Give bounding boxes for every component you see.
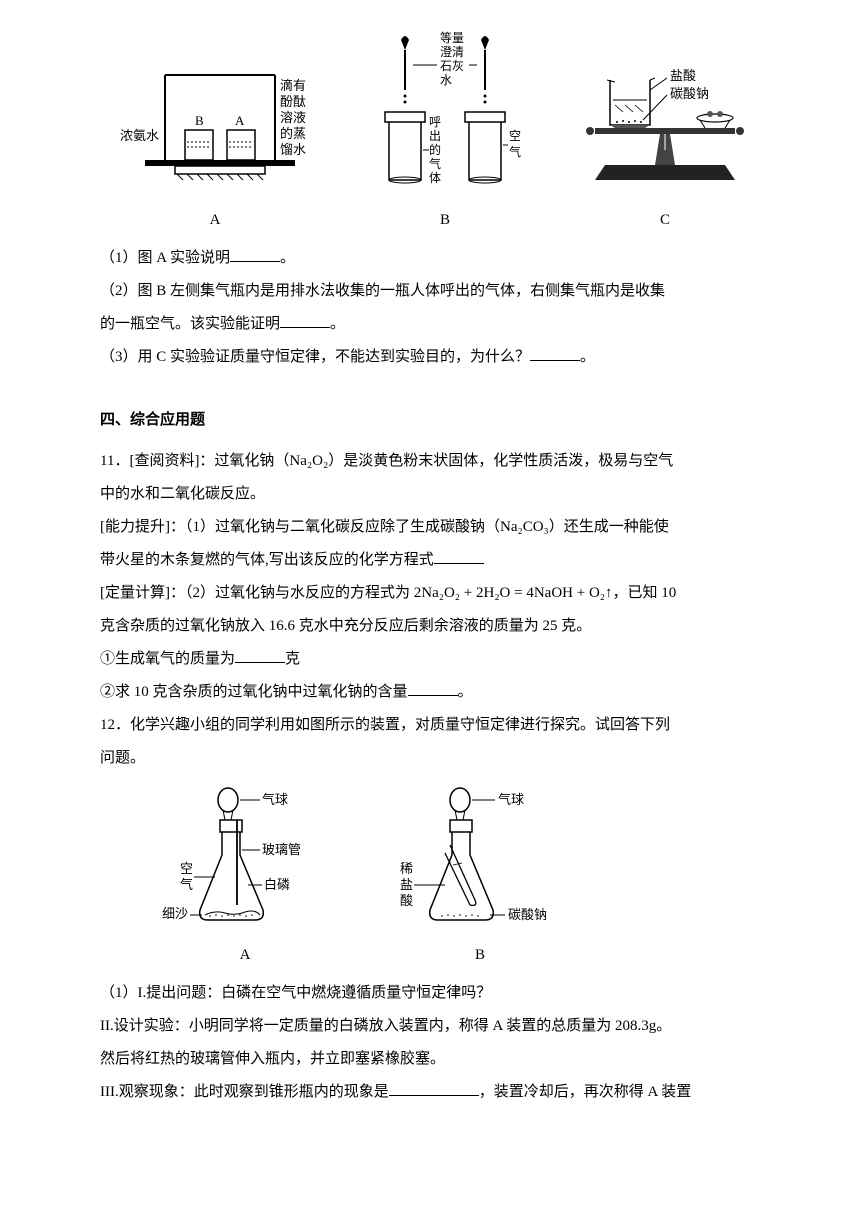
svg-text:碳酸钠: 碳酸钠 xyxy=(670,86,709,101)
figure-2a: 气球 玻璃管 白磷 空 气 细沙 A xyxy=(160,785,330,972)
q12-line2: 问题。 xyxy=(100,742,770,775)
svg-text:气: 气 xyxy=(429,156,441,171)
q3-blank xyxy=(530,346,580,361)
figure-2a-svg: 气球 玻璃管 白磷 空 气 细沙 xyxy=(160,785,330,935)
figure-row-1: 浓氨水 B A 滴有 酚酞 溶液 的蒸 馏水 A 等量 澄清 石灰 水 xyxy=(100,30,770,237)
figure-c-caption: C xyxy=(575,204,755,237)
q11-line7: ①生成氧气的质量为克 xyxy=(100,643,770,676)
svg-text:气: 气 xyxy=(180,877,193,892)
q12-line1: 12．化学兴趣小组的同学利用如图所示的装置，对质量守恒定律进行探究。试回答下列 xyxy=(100,709,770,742)
q11-line3: [能力提升]：（1）过氧化钠与二氧化碳反应除了生成碳酸钠（Na₂CO₃）还生成一… xyxy=(100,511,770,544)
q12-line6: III.观察现象：此时观察到锥形瓶内的现象是，装置冷却后，再次称得 A 装置 xyxy=(100,1076,770,1109)
question-3: （3）用 C 实验验证质量守恒定律，不能达到实验目的，为什么？。 xyxy=(100,341,770,374)
svg-text:的蒸: 的蒸 xyxy=(280,126,306,141)
label-ammonia: 浓氨水 xyxy=(120,128,159,143)
svg-text:稀: 稀 xyxy=(400,861,413,876)
figure-2a-caption: A xyxy=(160,939,330,972)
q11-line2: 中的水和二氧化碳反应。 xyxy=(100,478,770,511)
svg-text:细沙: 细沙 xyxy=(162,906,188,921)
figure-2b-caption: B xyxy=(390,939,570,972)
q12f-blank xyxy=(389,1081,479,1096)
svg-text:呼: 呼 xyxy=(429,115,441,129)
section-4-title: 四、综合应用题 xyxy=(100,404,770,437)
figure-2b: 气球 稀 盐 酸 碳酸钠 B xyxy=(390,785,570,972)
figure-c: 盐酸 碳酸钠 xyxy=(575,50,755,237)
figure-c-svg: 盐酸 碳酸钠 xyxy=(575,50,755,200)
figure-a: 浓氨水 B A 滴有 酚酞 溶液 的蒸 馏水 A xyxy=(115,50,315,237)
svg-text:空: 空 xyxy=(509,129,521,143)
q11h-blank xyxy=(408,681,458,696)
svg-text:碳酸钠: 碳酸钠 xyxy=(508,907,547,922)
svg-text:盐酸: 盐酸 xyxy=(670,68,696,83)
svg-text:A: A xyxy=(235,113,245,128)
question-2-line2: 的一瓶空气。该实验能证明。 xyxy=(100,308,770,341)
svg-text:气球: 气球 xyxy=(262,792,288,807)
q11d-blank xyxy=(434,549,484,564)
figure-row-2: 气球 玻璃管 白磷 空 气 细沙 A xyxy=(160,785,770,972)
q12-line3: （1）I.提出问题：白磷在空气中燃烧遵循质量守恒定律吗？ xyxy=(100,977,770,1010)
q11-line6: 克含杂质的过氧化钠放入 16.6 克水中充分反应后剩余溶液的质量为 25 克。 xyxy=(100,610,770,643)
svg-text:澄清: 澄清 xyxy=(440,44,464,59)
figure-b-caption: B xyxy=(345,204,545,237)
svg-text:气球: 气球 xyxy=(498,792,524,807)
svg-text:等量: 等量 xyxy=(440,31,464,45)
svg-text:酸: 酸 xyxy=(400,893,413,908)
q11-line5: [定量计算]：（2）过氧化钠与水反应的方程式为 2Na₂O₂ + 2H₂O = … xyxy=(100,577,770,610)
q11-line1: 11．[查阅资料]：过氧化钠（Na₂O₂）是淡黄色粉末状固体，化学性质活泼，极易… xyxy=(100,445,770,478)
svg-text:盐: 盐 xyxy=(400,877,413,892)
figure-a-svg: 浓氨水 B A 滴有 酚酞 溶液 的蒸 馏水 xyxy=(115,50,315,200)
question-1: （1）图 A 实验说明。 xyxy=(100,242,770,275)
q11-line4: 带火星的木条复燃的气体,写出该反应的化学方程式 xyxy=(100,544,770,577)
svg-text:滴有: 滴有 xyxy=(280,78,306,93)
svg-text:的: 的 xyxy=(429,142,441,157)
svg-text:出: 出 xyxy=(429,129,441,143)
svg-text:空: 空 xyxy=(180,861,193,876)
q2-blank xyxy=(280,313,330,328)
figure-b: 等量 澄清 石灰 水 xyxy=(345,30,545,237)
svg-text:馏水: 馏水 xyxy=(280,142,306,157)
question-2-line1: （2）图 B 左侧集气瓶内是用排水法收集的一瓶人体呼出的气体，右侧集气瓶内是收集 xyxy=(100,275,770,308)
svg-text:气: 气 xyxy=(509,144,521,159)
figure-2b-svg: 气球 稀 盐 酸 碳酸钠 xyxy=(390,785,570,935)
svg-text:体: 体 xyxy=(429,171,441,185)
svg-text:酚酞: 酚酞 xyxy=(280,94,306,109)
q1-text: （1）图 A 实验说明 xyxy=(100,250,230,266)
q12-line5: 然后将红热的玻璃管伸入瓶内，并立即塞紧橡胶塞。 xyxy=(100,1043,770,1076)
svg-text:溶液: 溶液 xyxy=(280,110,306,125)
q11g-blank xyxy=(235,648,285,663)
svg-text:玻璃管: 玻璃管 xyxy=(262,842,301,857)
q1-blank xyxy=(230,247,280,262)
q11-line8: ②求 10 克含杂质的过氧化钠中过氧化钠的含量。 xyxy=(100,676,770,709)
svg-text:石灰: 石灰 xyxy=(440,59,464,73)
svg-text:白磷: 白磷 xyxy=(264,877,290,892)
svg-text:B: B xyxy=(195,113,204,128)
q12-line4: II.设计实验：小明同学将一定质量的白磷放入装置内，称得 A 装置的总质量为 2… xyxy=(100,1010,770,1043)
svg-text:水: 水 xyxy=(440,73,452,87)
figure-b-svg: 等量 澄清 石灰 水 xyxy=(345,30,545,200)
figure-a-caption: A xyxy=(115,204,315,237)
